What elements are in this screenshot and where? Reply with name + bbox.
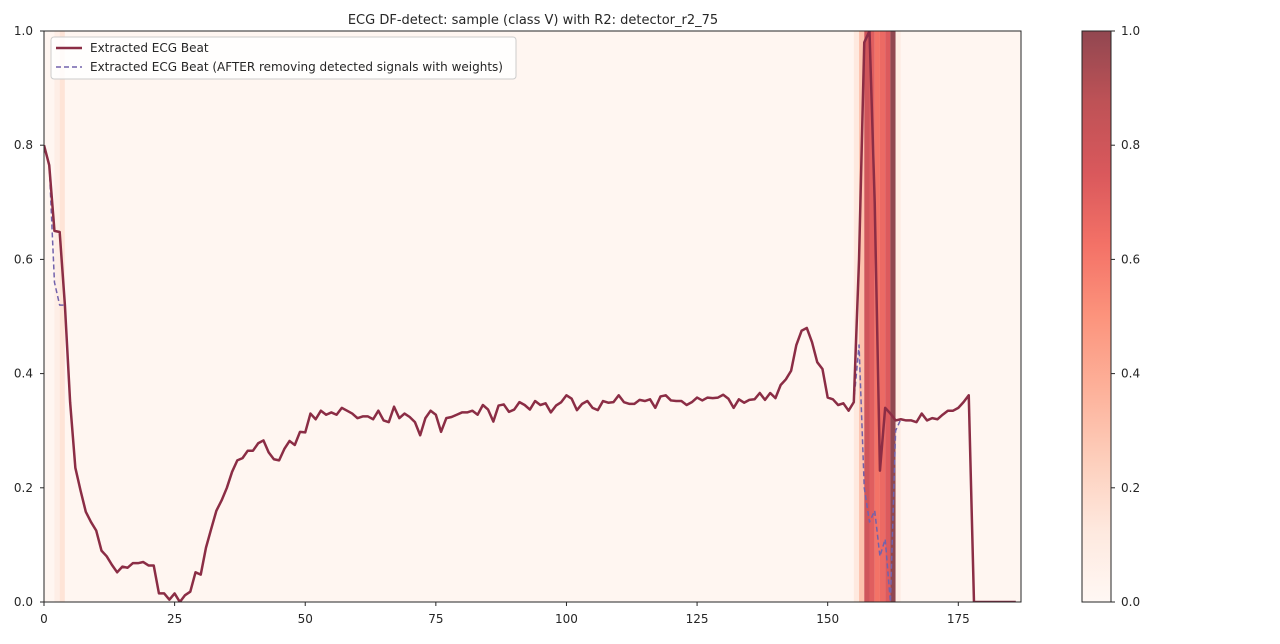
colorbar-gradient	[1081, 30, 1112, 603]
weight-band-5	[859, 31, 865, 602]
x-axis: 0 25 50 75 100 125 150 175	[40, 602, 970, 626]
x-tick-label-100: 100	[555, 612, 578, 626]
plot-frame	[43, 30, 1022, 603]
x-tick-label-125: 125	[686, 612, 709, 626]
y-tick-label-0.4: 0.4	[14, 367, 33, 381]
series-line-extracted-beat	[44, 31, 1016, 602]
x-tick-label-0: 0	[40, 612, 48, 626]
x-tick-label-50: 50	[298, 612, 313, 626]
legend-box	[50, 36, 517, 80]
weight-band-0	[44, 31, 55, 602]
y-tick-label-0: 0.0	[14, 595, 33, 609]
weight-band-13	[900, 31, 1021, 602]
weight-band-11	[890, 31, 896, 602]
weight-band-1	[54, 31, 60, 602]
weight-band-3	[64, 31, 854, 602]
weight-band-7	[869, 31, 875, 602]
colorbar-axis: 0.0 0.2 0.4 0.6 0.8 1.0	[1111, 24, 1140, 609]
x-tick-label-75: 75	[428, 612, 443, 626]
y-tick-label-0.6: 0.6	[14, 252, 33, 266]
colorbar-tick-label-0.2: 0.2	[1121, 481, 1140, 495]
series-lines	[44, 31, 1016, 602]
legend-label-beat: Extracted ECG Beat	[90, 41, 209, 55]
colorbar-tick-label-0.6: 0.6	[1121, 252, 1140, 266]
x-tick-label-175: 175	[947, 612, 970, 626]
x-tick-label-150: 150	[816, 612, 839, 626]
colorbar-tick-label-1: 1.0	[1121, 24, 1140, 38]
colorbar-tick-label-0.4: 0.4	[1121, 367, 1140, 381]
colorbar-tick-label-0.8: 0.8	[1121, 138, 1140, 152]
weight-band-2	[59, 31, 65, 602]
colorbar: 0.0 0.2 0.4 0.6 0.8 1.0	[1081, 24, 1140, 609]
weight-band-12	[895, 31, 901, 602]
y-tick-label-0.8: 0.8	[14, 138, 33, 152]
weight-band-6	[864, 31, 870, 602]
y-tick-label-1: 1.0	[14, 24, 33, 38]
weight-band-9	[879, 31, 886, 602]
legend: Extracted ECG Beat Extracted ECG Beat (A…	[50, 36, 517, 80]
x-tick-label-25: 25	[167, 612, 182, 626]
colorbar-tick-label-0: 0.0	[1121, 595, 1140, 609]
chart-title: ECG DF-detect: sample (class V) with R2:…	[348, 13, 718, 28]
legend-label-after: Extracted ECG Beat (AFTER removing detec…	[90, 60, 503, 74]
y-tick-label-0.2: 0.2	[14, 481, 33, 495]
weight-band-10	[885, 31, 891, 602]
y-axis: 0.0 0.2 0.4 0.6 0.8 1.0	[14, 24, 44, 609]
weight-bands	[44, 31, 1021, 602]
